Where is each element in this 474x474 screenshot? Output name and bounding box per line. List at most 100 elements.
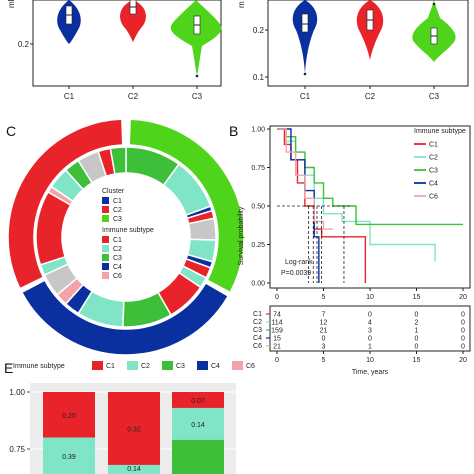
violin-c3 (170, 0, 222, 78)
immune-legend-swatch-c2 (102, 245, 109, 252)
e-bar-label: 0.07 (191, 398, 205, 405)
risk-table-xlabel: Time, years (352, 369, 389, 376)
immune-legend-swatch-c1 (102, 236, 109, 243)
violin-right-ytick-1: 0.1 (253, 73, 265, 82)
immune-legend-swatch-c4 (102, 263, 109, 270)
risk-cell: 0 (461, 312, 465, 319)
risk-cell: 0 (368, 336, 372, 343)
violin-left-xtick-c3: C3 (192, 92, 203, 101)
e-legend-swatch-c6 (232, 361, 243, 370)
donut-outer-segment-2 (20, 279, 230, 356)
e-legend: C1 C2 C3 C4 C6 (92, 361, 255, 370)
risk-row-label-c2: C2 (253, 319, 262, 326)
e-bar-1-c2 (43, 437, 95, 474)
e-bar-label: 0.20 (62, 413, 76, 420)
immune-legend-swatch-c6 (102, 272, 109, 279)
e-bar-label: 0.32 (127, 426, 141, 433)
violin-left-xtick-c2: C2 (128, 92, 139, 101)
e-legend-swatch-c1 (92, 361, 103, 370)
violin-right-c3 (412, 0, 456, 62)
risk-cell: 12 (320, 320, 328, 327)
e-legend-swatch-c2 (127, 361, 138, 370)
km-logrank-label: Log-rank (285, 259, 313, 266)
risk-cell: 15 (273, 336, 281, 343)
violin-c1 (57, 0, 81, 44)
panel-violin-left: mR 0.2 C1 C2 C3 (7, 0, 222, 101)
risk-row-label-c6: C6 (253, 343, 262, 350)
risk-cell: 0 (461, 328, 465, 335)
risk-cell: 3 (322, 344, 326, 351)
risk-cell: 3 (368, 328, 372, 335)
risk-cell: 114 (271, 320, 282, 327)
km-legend: Immune subtype C1 C2 C3 C4 C6 (414, 128, 466, 201)
km-ytick-label-2: 0.50 (251, 204, 265, 211)
violin-right-c2 (356, 0, 384, 60)
risk-cell: 0 (415, 312, 419, 319)
risk-cell: 21 (273, 344, 281, 351)
risk-cell: 0 (461, 344, 465, 351)
risk-xtick-label-4: 20 (459, 357, 467, 364)
panel-c: C Cluster C1 C2 C3 Immune subtype C1 C2 … (6, 118, 245, 356)
e-bar-label: 0.39 (62, 454, 76, 461)
risk-cell: 0 (461, 336, 465, 343)
e-bar-1-c1 (43, 392, 95, 438)
km-curve-c2 (277, 128, 436, 262)
e-legend-label-c1: C1 (106, 363, 115, 370)
risk-cell: 1 (368, 344, 372, 351)
e-legend-label-c6: C6 (246, 363, 255, 370)
km-xtick-label-4: 20 (459, 294, 467, 301)
immune-legend-label-c4: C4 (113, 264, 122, 271)
risk-cell: 0 (461, 320, 465, 327)
km-legend-label-c1: C1 (429, 142, 438, 149)
km-legend-title: Immune subtype (414, 128, 466, 135)
e-yticks: 1.00 0.75 (9, 388, 30, 454)
e-bar-3-c1 (172, 392, 224, 408)
km-legend-label-c3: C3 (429, 168, 438, 175)
e-bar-2-c1 (108, 392, 160, 465)
cluster-legend-label-1: C1 (113, 198, 122, 205)
km-legend-label-c6: C6 (429, 194, 438, 201)
km-yticks: 1.00 0.75 0.50 0.25 0.00 (251, 127, 270, 288)
donut-outer-ring (7, 118, 245, 356)
e-legend-swatch-c4 (197, 361, 208, 370)
panel-violin-right: m 0.2 0.1 C1 C2 C3 (237, 0, 469, 101)
risk-xtick-label-3: 15 (413, 357, 421, 364)
risk-row-label-c1: C1 (253, 311, 262, 318)
km-ytick-label-4: 0.00 (251, 281, 265, 288)
violin-left-ylabel: mR (7, 0, 16, 8)
risk-xtick-label-0: 0 (275, 357, 279, 364)
violin-left-xtick-c1: C1 (64, 92, 75, 101)
km-xtick-label-3: 15 (413, 294, 421, 301)
cluster-legend-swatch-3 (102, 215, 109, 222)
cluster-legend-title: Cluster (102, 188, 125, 195)
km-median-vlines (308, 206, 345, 283)
km-xtick-label-0: 0 (275, 294, 279, 301)
violin-left-frame (32, 0, 222, 87)
violin-left-ytick: 0.2 (18, 40, 30, 49)
km-xtick-label-1: 5 (322, 294, 326, 301)
km-xticks: 0 5 10 15 20 (275, 288, 467, 301)
km-ylabel: Survival probability (238, 206, 245, 265)
e-legend-label-c4: C4 (211, 363, 220, 370)
km-legend-label-c4: C4 (429, 181, 438, 188)
risk-xtick-label-2: 10 (366, 357, 374, 364)
violin-right-xtick-c1: C1 (300, 92, 311, 101)
risk-xtick-label-1: 5 (322, 357, 326, 364)
km-pvalue-label: P=0.0039 (281, 270, 311, 277)
risk-cell: 159 (271, 328, 283, 335)
km-ytick-label-1: 0.75 (251, 165, 265, 172)
e-bars: 0.20 0.39 0.32 0.14 0.07 0.14 (43, 392, 224, 474)
immune-legend-label-c6: C6 (113, 273, 122, 280)
donut-outer-segment-3 (7, 118, 124, 290)
donut-legend: Cluster C1 C2 C3 Immune subtype C1 C2 C3… (102, 188, 154, 280)
km-ytick-label-0: 1.00 (251, 127, 265, 134)
risk-cell: 0 (322, 336, 326, 343)
risk-cell: 0 (415, 344, 419, 351)
donut-outer-segment-1 (128, 118, 245, 294)
e-legend-label-c3: C3 (176, 363, 185, 370)
risk-cell: 0 (368, 312, 372, 319)
violin-right-xtick-c2: C2 (365, 92, 376, 101)
violin-right-c1 (292, 0, 318, 76)
risk-cell: 1 (415, 328, 419, 335)
